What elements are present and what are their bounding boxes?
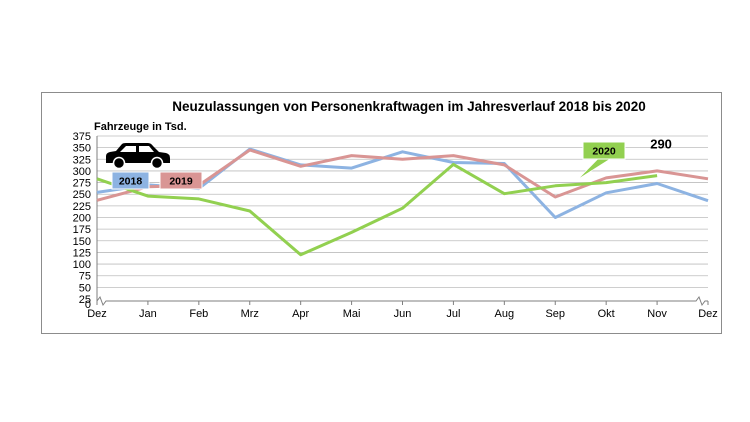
x-tick-label: Dez bbox=[87, 308, 107, 320]
y-tick-label: 225 bbox=[73, 201, 91, 213]
x-tick-labels: Dez Jan Feb Mrz Apr Mai Jun Jul Aug Sep Okt Nov Dez bbox=[87, 308, 718, 320]
x-tick-label: Mrz bbox=[241, 308, 259, 320]
x-tick-label: Jun bbox=[394, 308, 412, 320]
annotations: 290 bbox=[650, 137, 672, 152]
y-tick-label: 125 bbox=[73, 247, 91, 259]
x-tick-label: Dez bbox=[698, 308, 718, 320]
x-tick-label: Jul bbox=[446, 308, 460, 320]
y-tick-label: 200 bbox=[73, 213, 91, 225]
callout-label: 2020 bbox=[592, 146, 616, 158]
y-tick-label: 375 bbox=[73, 131, 91, 143]
x-axis-break bbox=[96, 295, 708, 307]
y-axis-label: Fahrzeuge in Tsd. bbox=[94, 121, 187, 133]
series-line-2020 bbox=[96, 162, 658, 257]
axes bbox=[96, 136, 709, 307]
callout-label: 2019 bbox=[169, 176, 193, 188]
y-tick-labels: 2550751001251501752002252502753003253503… bbox=[73, 131, 91, 311]
x-tick-label: Jan bbox=[139, 308, 157, 320]
series-callouts: 2018 2019 2020 bbox=[111, 141, 626, 190]
y-tick-label: 0 bbox=[85, 299, 91, 311]
series-lines bbox=[96, 147, 709, 257]
y-tick-label: 275 bbox=[73, 178, 91, 190]
chart-title: Neuzulassungen von Personenkraftwagen im… bbox=[172, 99, 645, 114]
y-tick-label: 75 bbox=[79, 271, 91, 283]
x-tick-label: Feb bbox=[189, 308, 208, 320]
y-tick-label: 325 bbox=[73, 154, 91, 166]
callout-2020: 2020 bbox=[576, 141, 626, 181]
chart-frame: Neuzulassungen von Personenkraftwagen im… bbox=[41, 92, 722, 334]
value-annotation: 290 bbox=[650, 137, 672, 152]
y-tick-label: 350 bbox=[73, 143, 91, 155]
callout-2019: 2019 bbox=[159, 171, 203, 190]
car-icon bbox=[106, 143, 170, 170]
y-tick-label: 300 bbox=[73, 166, 91, 178]
x-tick-label: Apr bbox=[292, 308, 309, 320]
y-tick-label: 175 bbox=[73, 224, 91, 236]
x-tick-label: Sep bbox=[545, 308, 565, 320]
y-tick-label: 50 bbox=[79, 282, 91, 294]
callout-2018: 2018 bbox=[111, 171, 150, 190]
x-tick-label: Mai bbox=[343, 308, 361, 320]
x-tick-label: Nov bbox=[647, 308, 667, 320]
x-tick-label: Okt bbox=[598, 308, 615, 320]
y-tick-label: 150 bbox=[73, 236, 91, 248]
y-tick-label: 25 bbox=[79, 294, 91, 306]
y-tick-label: 100 bbox=[73, 259, 91, 271]
y-tick-label: 250 bbox=[73, 189, 91, 201]
callout-label: 2018 bbox=[119, 176, 143, 188]
line-chart: Neuzulassungen von Personenkraftwagen im… bbox=[73, 99, 718, 320]
x-tick-label: Aug bbox=[495, 308, 515, 320]
